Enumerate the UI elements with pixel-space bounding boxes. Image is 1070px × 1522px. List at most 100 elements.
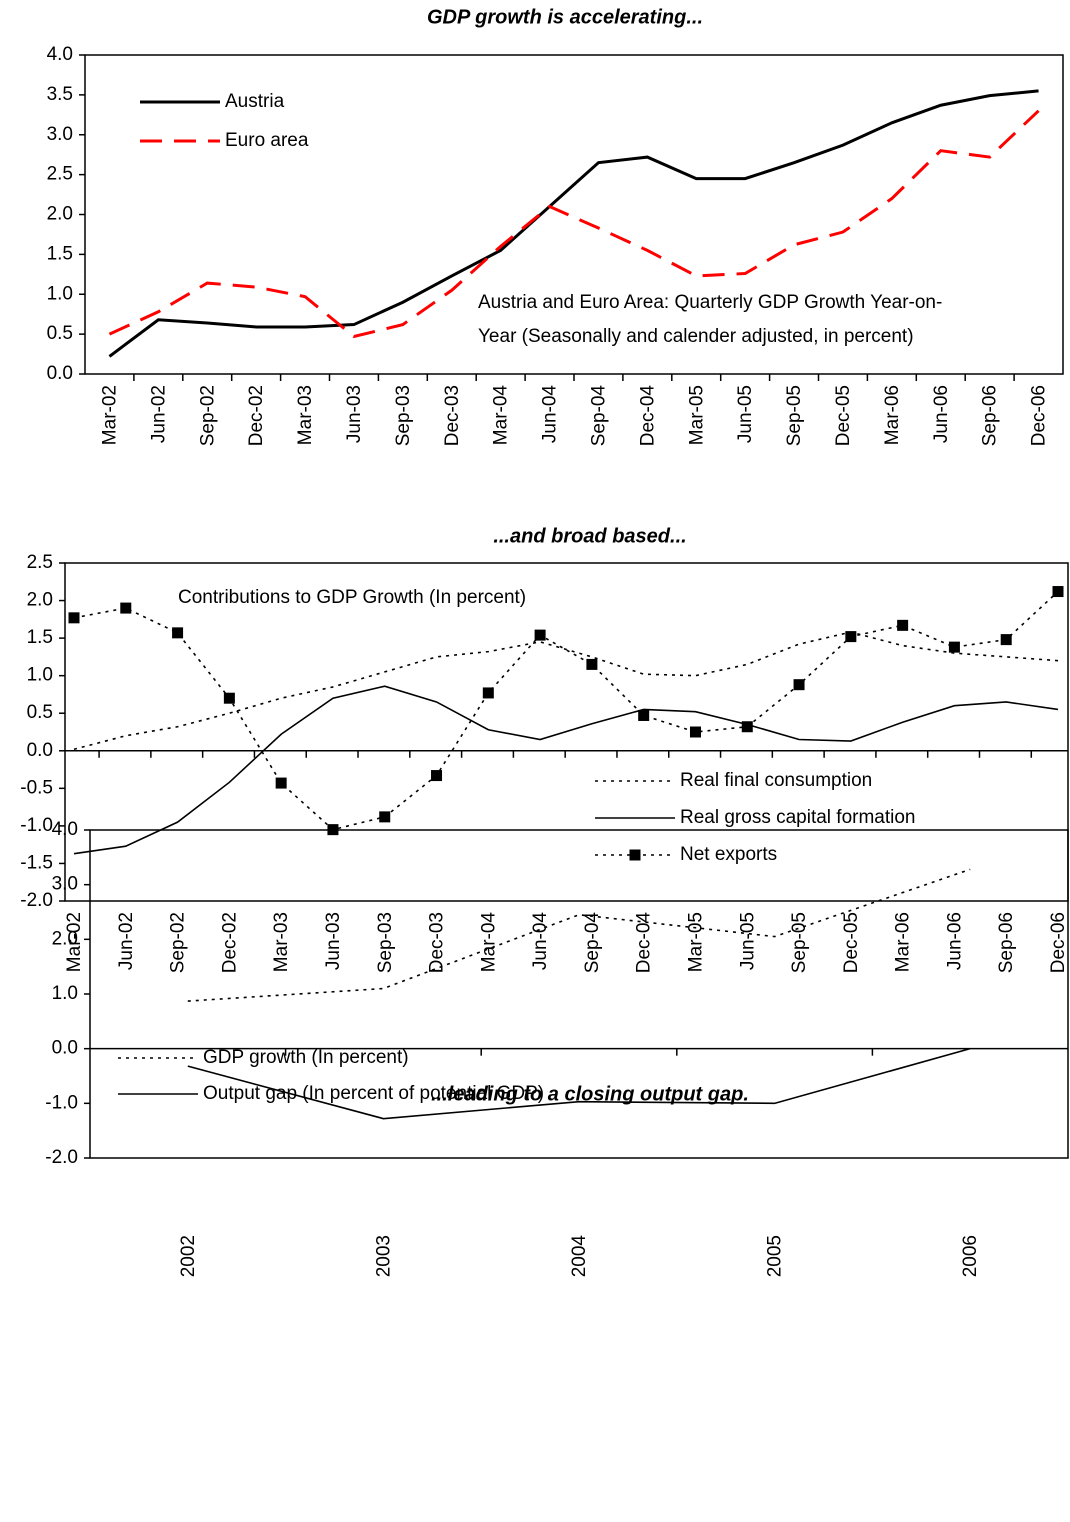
x-tick-label: Mar-04 [478, 912, 499, 973]
point-marker [1000, 634, 1012, 646]
point-marker [689, 726, 701, 738]
annotation: Year (Seasonally and calender adjusted, … [478, 326, 914, 347]
y-tick-label: 1.5 [47, 243, 73, 264]
legend-marker [629, 849, 641, 861]
x-tick-label: Sep-02 [197, 385, 218, 446]
y-tick-label: 0.5 [27, 702, 53, 723]
legend-label: Austria [225, 91, 285, 112]
x-tick-label: 2004 [569, 1235, 590, 1278]
series-line [108, 89, 1039, 358]
plot-frame [89, 829, 1069, 1159]
y-tick-label: -1.0 [45, 1092, 78, 1113]
y-tick-label: 2.5 [47, 164, 73, 185]
series-line [187, 868, 971, 1002]
x-tick-label: Jun-03 [344, 385, 365, 443]
legend-label: Real final consumption [680, 770, 872, 791]
x-tick-label: Sep-06 [996, 912, 1017, 973]
x-tick-label: 2005 [765, 1235, 786, 1277]
x-tick-label: Sep-04 [588, 385, 609, 447]
x-tick-label: Dec-05 [833, 385, 854, 446]
y-tick-label: 4.0 [52, 819, 78, 840]
point-marker [482, 687, 494, 699]
y-tick-label: 0.0 [47, 363, 73, 384]
x-tick-label: Sep-06 [980, 385, 1001, 446]
y-tick-label: 0.0 [27, 740, 53, 761]
y-tick-label: 2.0 [27, 590, 53, 611]
y-tick-label: 1.0 [27, 665, 53, 686]
series-line [73, 685, 1059, 855]
x-tick-label: Jun-06 [944, 912, 965, 970]
y-tick-label: 0.5 [47, 323, 73, 344]
x-tick-label: Sep-05 [784, 385, 805, 446]
x-tick-label: Mar-06 [882, 385, 903, 445]
x-tick-label: Dec-06 [1048, 912, 1069, 973]
point-marker [897, 619, 909, 631]
x-tick-label: Jun-05 [735, 385, 756, 443]
point-marker [379, 811, 391, 823]
x-tick-label: Jun-02 [116, 912, 137, 970]
x-tick-label: Jun-04 [540, 385, 561, 444]
y-tick-label: -2.0 [20, 890, 53, 911]
legend-label: Net exports [680, 844, 777, 865]
x-tick-label: Mar-04 [491, 385, 512, 446]
point-marker [431, 770, 443, 782]
annotation: Contributions to GDP Growth (In percent) [178, 587, 526, 608]
y-tick-label: 1.0 [52, 983, 78, 1004]
series-line [187, 1047, 971, 1120]
chart-title: ...and broad based... [493, 525, 686, 547]
legend-label: Euro area [225, 130, 309, 151]
y-tick-label: 2.0 [52, 928, 78, 949]
x-tick-label: Jun-03 [323, 912, 344, 970]
x-tick-label: Mar-03 [295, 385, 316, 445]
x-tick-label: Jun-02 [148, 385, 169, 443]
x-tick-label: Mar-02 [64, 912, 85, 972]
x-tick-label: Sep-03 [393, 385, 414, 446]
x-tick-label: 2002 [178, 1235, 199, 1277]
y-tick-label: 1.0 [47, 283, 73, 304]
x-tick-label: 2006 [960, 1235, 981, 1277]
point-marker [68, 612, 80, 624]
x-tick-label: Dec-02 [219, 912, 240, 973]
chart-title: GDP growth is accelerating... [427, 6, 703, 28]
point-marker [275, 777, 287, 789]
point-marker [120, 602, 132, 614]
point-marker [586, 658, 598, 670]
x-tick-label: Mar-02 [99, 385, 120, 445]
x-tick-label: Jun-06 [931, 385, 952, 443]
x-tick-label: Sep-03 [375, 912, 396, 973]
annotation: Austria and Euro Area: Quarterly GDP Gro… [478, 292, 942, 313]
x-tick-label: Dec-03 [442, 385, 463, 446]
x-tick-label: Sep-05 [789, 912, 810, 973]
y-tick-label: 3.5 [47, 84, 73, 105]
point-marker [845, 631, 857, 643]
x-tick-label: Dec-02 [246, 385, 267, 446]
series-line [73, 631, 1059, 751]
x-tick-label: Sep-02 [168, 912, 189, 973]
x-tick-label: Mar-05 [686, 385, 707, 445]
y-tick-label: 2.5 [27, 552, 53, 573]
point-marker [793, 679, 805, 691]
y-tick-label: 4.0 [47, 44, 73, 65]
y-tick-label: 3.0 [47, 124, 73, 145]
point-marker [638, 709, 650, 721]
x-tick-label: Mar-06 [893, 912, 914, 972]
series-line [73, 590, 1059, 831]
chart-title: ...leading to a closing output gap. [431, 1083, 749, 1105]
y-tick-label: -0.5 [20, 777, 53, 798]
x-tick-label: Mar-03 [271, 912, 292, 972]
legend-label: Real gross capital formation [680, 807, 916, 828]
x-tick-label: Dec-04 [637, 385, 658, 447]
x-tick-label: 2003 [373, 1235, 394, 1277]
y-tick-label: 0.0 [52, 1038, 78, 1059]
x-tick-label: Dec-04 [634, 912, 655, 974]
point-marker [741, 721, 753, 733]
y-tick-label: 1.5 [27, 627, 53, 648]
point-marker [948, 641, 960, 653]
y-tick-label: -1.5 [20, 852, 53, 873]
x-tick-label: Dec-05 [841, 912, 862, 973]
point-marker [1052, 586, 1064, 598]
x-tick-label: Jun-05 [737, 912, 758, 970]
x-tick-label: Dec-06 [1029, 385, 1050, 446]
x-tick-label: Mar-05 [685, 912, 706, 972]
